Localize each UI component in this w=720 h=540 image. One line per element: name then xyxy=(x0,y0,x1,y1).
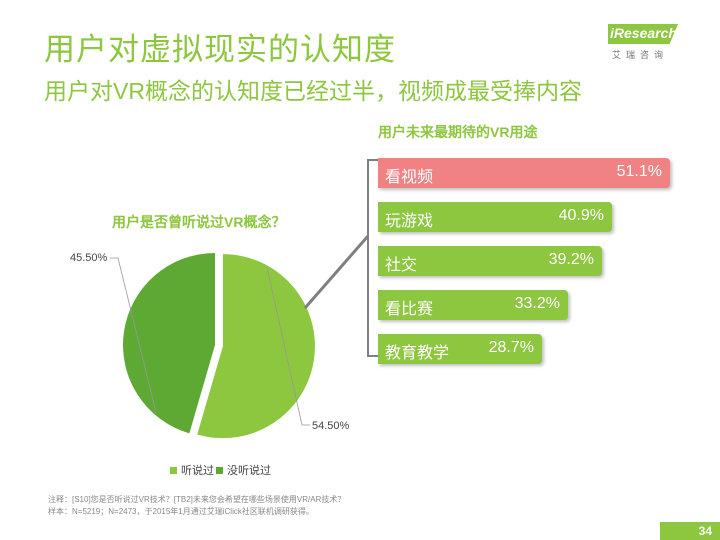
pie-leader-line xyxy=(266,267,310,426)
bar-1: 看视频 51.1% xyxy=(378,158,670,188)
page-subtitle: 用户对VR概念的认知度已经过半，视频成最受捧内容 xyxy=(44,78,582,104)
legend-label-heard: 听说过 xyxy=(181,465,214,477)
footnote-question: 注释：[S10]您是否听说过VR技术？[TB2]未来您会希望在哪些场景使用VR/… xyxy=(48,495,346,504)
pie-leader-line xyxy=(110,257,157,414)
bar-4: 看比赛 33.2% xyxy=(378,290,568,320)
legend-label-not-heard: 没听说过 xyxy=(227,465,271,477)
bar-3: 社交 39.2% xyxy=(378,246,602,276)
bar-5: 教育教学 28.7% xyxy=(378,334,542,364)
logo-name: iResearch xyxy=(610,25,677,41)
pie-to-bars-connector xyxy=(303,235,370,309)
bar-value-label: 40.9% xyxy=(558,207,604,224)
bar-value-label: 39.2% xyxy=(548,251,594,268)
bar-category-label: 玩游戏 xyxy=(385,213,434,230)
pie-label-heard: 54.50% xyxy=(312,420,350,432)
bar-2: 玩游戏 40.9% xyxy=(378,202,612,232)
footnote-sample: 样本：N=5219；N=2473，于2015年1月通过艾瑞iClick社区联机调… xyxy=(48,507,314,516)
pie-slice-heard xyxy=(197,254,315,439)
logo-badge xyxy=(608,24,678,44)
pie-slice-not-heard xyxy=(123,253,215,434)
legend-swatch-heard xyxy=(170,466,177,474)
pie-chart-title: 用户是否曾听说过VR概念？ xyxy=(112,214,286,230)
pie-label-not-heard: 45.50% xyxy=(70,252,108,264)
page-title: 用户对虚拟现实的认知度 xyxy=(44,32,396,67)
legend-swatch-not-heard xyxy=(216,466,223,474)
bar-category-label: 教育教学 xyxy=(385,345,450,362)
bar-chart-title: 用户未来最期待的VR用途 xyxy=(378,124,538,140)
bar-category-label: 看比赛 xyxy=(385,301,434,318)
bars-bracket xyxy=(367,159,378,357)
legend-item-not-heard: 没听说过 xyxy=(216,462,271,478)
bar-value-label: 28.7% xyxy=(488,339,534,356)
bar-category-label: 看视频 xyxy=(385,169,434,186)
page-number: 34 xyxy=(660,522,720,540)
bar-value-label: 33.2% xyxy=(514,295,560,312)
legend-item-heard: 听说过 xyxy=(170,462,214,478)
bar-category-label: 社交 xyxy=(385,257,418,274)
bar-value-label: 51.1% xyxy=(616,163,662,180)
logo-subtext: 艾瑞咨询 xyxy=(612,50,669,60)
